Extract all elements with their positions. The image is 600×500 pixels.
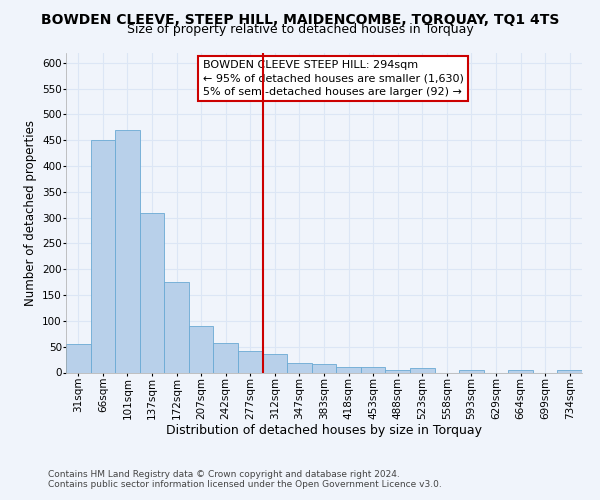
Bar [91, 140, 115, 372]
X-axis label: Distribution of detached houses by size in Torquay: Distribution of detached houses by size … [166, 424, 482, 438]
Text: Size of property relative to detached houses in Torquay: Size of property relative to detached ho… [127, 24, 473, 36]
Bar [410, 368, 434, 372]
Bar [140, 212, 164, 372]
Bar [361, 368, 385, 372]
Bar [238, 351, 263, 372]
Bar [66, 344, 91, 372]
Bar [287, 363, 312, 372]
Text: BOWDEN CLEEVE STEEP HILL: 294sqm
← 95% of detached houses are smaller (1,630)
5%: BOWDEN CLEEVE STEEP HILL: 294sqm ← 95% o… [203, 60, 464, 97]
Bar [459, 370, 484, 372]
Bar [312, 364, 336, 372]
Bar [385, 370, 410, 372]
Text: BOWDEN CLEEVE, STEEP HILL, MAIDENCOMBE, TORQUAY, TQ1 4TS: BOWDEN CLEEVE, STEEP HILL, MAIDENCOMBE, … [41, 12, 559, 26]
Bar [214, 343, 238, 372]
Bar [263, 354, 287, 372]
Bar [336, 368, 361, 372]
Bar [508, 370, 533, 372]
Bar [115, 130, 140, 372]
Bar [189, 326, 214, 372]
Text: Contains HM Land Registry data © Crown copyright and database right 2024.
Contai: Contains HM Land Registry data © Crown c… [48, 470, 442, 489]
Y-axis label: Number of detached properties: Number of detached properties [23, 120, 37, 306]
Bar [557, 370, 582, 372]
Bar [164, 282, 189, 372]
